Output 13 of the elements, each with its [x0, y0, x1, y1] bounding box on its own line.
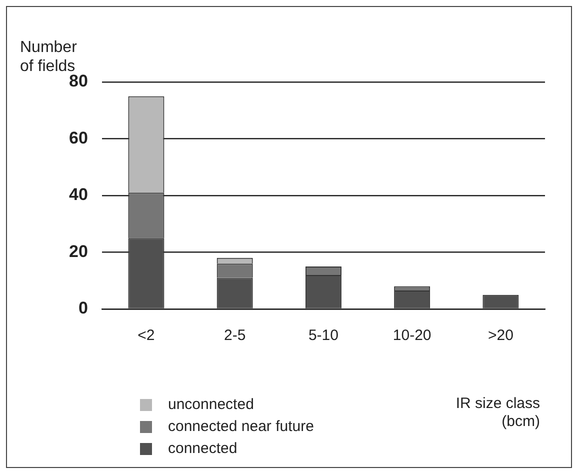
- x-axis-title: IR size class (bcm): [456, 395, 540, 431]
- y-tick-label: 40: [68, 185, 88, 204]
- legend-label: connected: [168, 439, 238, 459]
- y-tick-label: 0: [78, 298, 88, 318]
- x-tick-label: 5-10: [308, 327, 338, 344]
- x-tick-label: >20: [488, 327, 514, 344]
- x-tick-label: 10-20: [392, 327, 432, 344]
- legend-label: unconnected: [168, 395, 254, 415]
- x-tick-label: <2: [138, 327, 155, 344]
- y-tick-label: 20: [68, 242, 88, 261]
- y-tick-label: 60: [68, 128, 88, 148]
- x-tick-label: 2-5: [224, 327, 246, 344]
- legend-label: connected near future: [168, 417, 314, 437]
